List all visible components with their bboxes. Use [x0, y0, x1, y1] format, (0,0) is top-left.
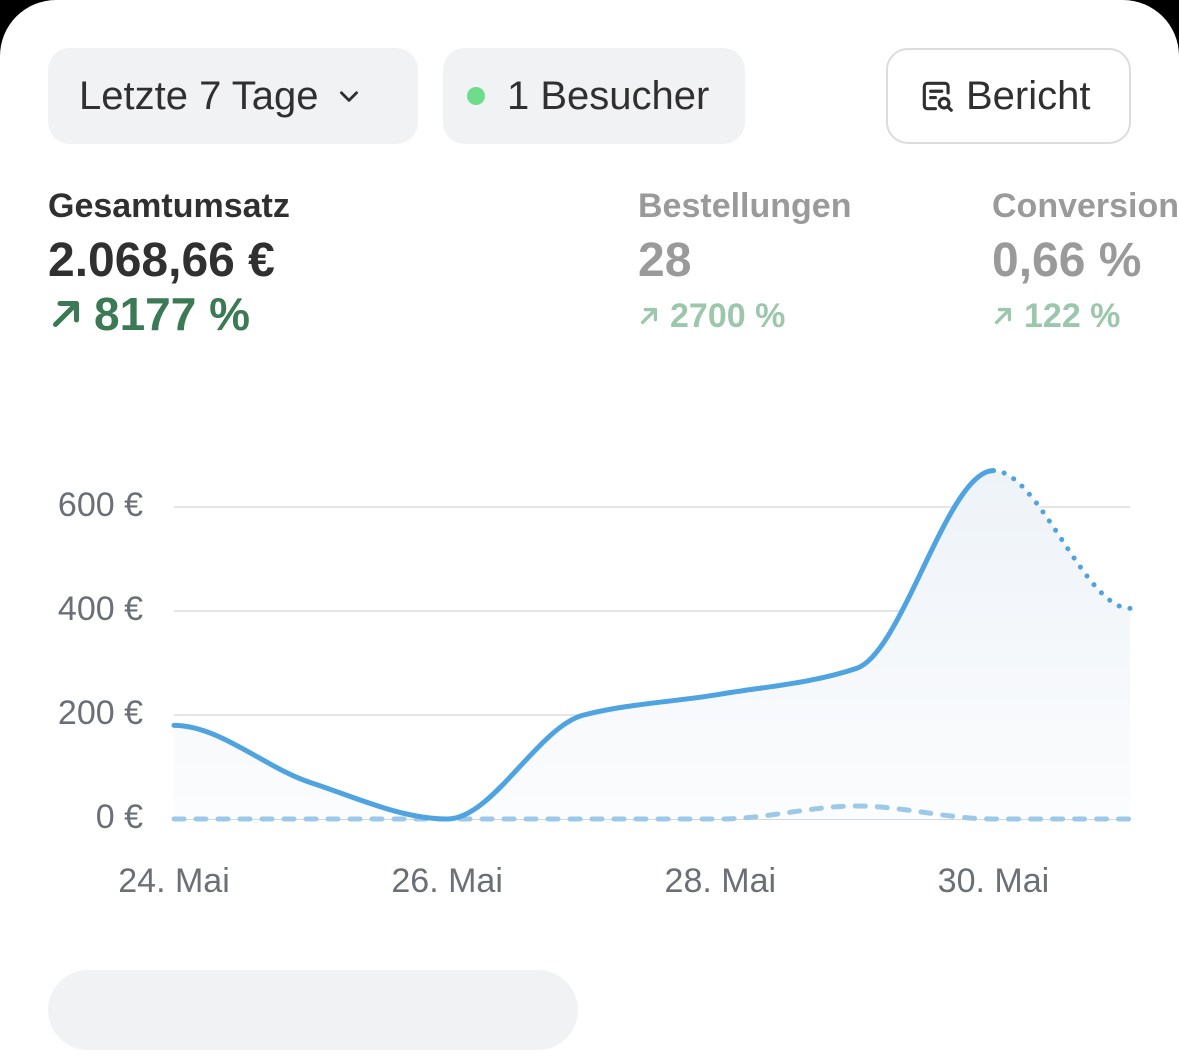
x-tick-label: 28. Mai: [664, 862, 777, 900]
date-range-label: Letzte 7 Tage: [79, 73, 319, 118]
y-tick-label: 600 €: [57, 486, 143, 524]
data-point: [718, 692, 722, 696]
data-point: [582, 713, 586, 717]
sales-series-line: [171, 468, 996, 822]
metric-total-sales[interactable]: Gesamtumsatz 2.068,66 € 8177 %: [48, 186, 290, 338]
data-point: [445, 817, 449, 821]
metric-change: 2700 %: [638, 296, 851, 336]
data-point: [172, 723, 176, 727]
metric-value: 2.068,66 €: [48, 234, 275, 287]
metric-label: Bestellungen: [638, 187, 852, 225]
metric-value: 0,66 %: [992, 234, 1142, 287]
live-visitors-label: 1 Besucher: [507, 73, 710, 118]
metric-conversion[interactable]: Conversion 0,66 % 122 %: [992, 186, 1179, 336]
data-point: [855, 666, 859, 670]
x-tick-label: 24. Mai: [118, 862, 230, 900]
metric-change-value: 2700 %: [670, 297, 786, 335]
y-tick-label: 0 €: [95, 798, 143, 836]
sales-chart[interactable]: [0, 0, 1179, 998]
live-dot-icon: [467, 87, 485, 105]
y-tick-label: 400 €: [57, 590, 143, 628]
arrow-up-right-icon: [994, 307, 1012, 325]
chevron-down-icon: [336, 83, 362, 109]
metric-value: 28: [638, 234, 692, 287]
metric-change: 8177 %: [48, 290, 290, 338]
y-tick-label: 200 €: [57, 694, 143, 732]
comparison-series-line: [171, 803, 1133, 822]
metric-orders[interactable]: Bestellungen 28 2700 %: [638, 186, 851, 336]
metric-label: Conversion: [992, 187, 1179, 225]
data-point: [991, 469, 995, 473]
report-search-icon: [918, 77, 956, 115]
x-tick-label: 26. Mai: [391, 862, 503, 900]
x-tick-label: 30. Mai: [937, 862, 1050, 900]
date-range-dropdown[interactable]: Letzte 7 Tage: [48, 48, 418, 144]
report-button[interactable]: Bericht: [886, 48, 1131, 144]
sales-forecast-line: [990, 468, 1133, 611]
data-point: [309, 781, 313, 785]
arrow-up-right-icon: [52, 300, 80, 328]
metric-change: 122 %: [992, 296, 1179, 336]
live-visitors-button[interactable]: 1 Besucher: [443, 48, 745, 144]
metric-label: Gesamtumsatz: [48, 187, 290, 225]
area-fill: [174, 470, 1130, 819]
data-point: [1128, 606, 1132, 610]
metric-change-value: 122 %: [1024, 297, 1121, 335]
bottom-segment-pill[interactable]: [48, 970, 578, 1050]
report-label: Bericht: [966, 73, 1091, 118]
metric-change-value: 8177 %: [94, 288, 251, 340]
arrow-up-right-icon: [640, 307, 658, 325]
